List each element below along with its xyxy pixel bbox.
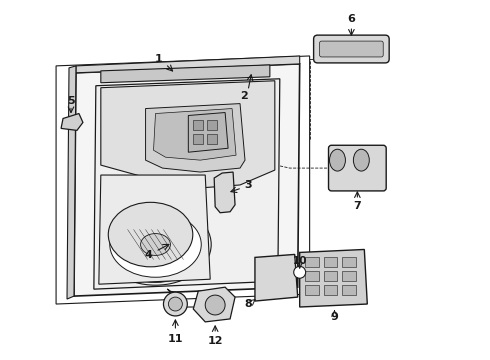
Text: 9: 9 [331, 312, 339, 322]
FancyBboxPatch shape [328, 145, 386, 191]
Polygon shape [146, 104, 245, 172]
Bar [305, 257, 318, 267]
Ellipse shape [141, 234, 171, 255]
Polygon shape [101, 81, 275, 188]
Text: 5: 5 [67, 96, 75, 105]
Circle shape [169, 297, 182, 311]
Polygon shape [101, 65, 270, 83]
Bar [305, 285, 318, 295]
Text: 10: 10 [293, 256, 307, 266]
Polygon shape [207, 134, 217, 144]
Bar [323, 271, 338, 281]
Bar [343, 257, 356, 267]
Text: 8: 8 [244, 299, 252, 309]
Polygon shape [255, 255, 298, 301]
FancyBboxPatch shape [319, 41, 383, 57]
Circle shape [294, 266, 306, 278]
FancyBboxPatch shape [314, 35, 389, 63]
Polygon shape [56, 56, 310, 304]
Text: 11: 11 [168, 334, 183, 344]
Text: 7: 7 [353, 201, 361, 211]
Bar [305, 271, 318, 281]
Text: 2: 2 [240, 91, 248, 101]
Bar [343, 285, 356, 295]
Text: 3: 3 [244, 180, 252, 190]
Polygon shape [214, 172, 235, 213]
Polygon shape [207, 121, 217, 130]
Text: 6: 6 [347, 14, 355, 24]
Text: 1: 1 [155, 54, 162, 64]
Text: 12: 12 [207, 336, 223, 346]
Polygon shape [188, 113, 228, 152]
Ellipse shape [110, 212, 201, 277]
Polygon shape [99, 175, 210, 284]
Circle shape [205, 295, 225, 315]
Polygon shape [193, 287, 235, 322]
Polygon shape [74, 64, 300, 296]
Bar [323, 257, 338, 267]
Polygon shape [193, 134, 203, 144]
Ellipse shape [329, 149, 345, 171]
Polygon shape [76, 56, 300, 73]
Polygon shape [94, 79, 280, 289]
Bar [343, 271, 356, 281]
Circle shape [164, 292, 187, 316]
Ellipse shape [108, 202, 193, 267]
Bar [323, 285, 338, 295]
Polygon shape [153, 109, 236, 160]
Text: 4: 4 [145, 251, 152, 260]
Polygon shape [67, 66, 76, 299]
Polygon shape [61, 113, 83, 130]
Polygon shape [300, 249, 368, 307]
Ellipse shape [353, 149, 369, 171]
Polygon shape [193, 121, 203, 130]
Ellipse shape [104, 207, 207, 282]
